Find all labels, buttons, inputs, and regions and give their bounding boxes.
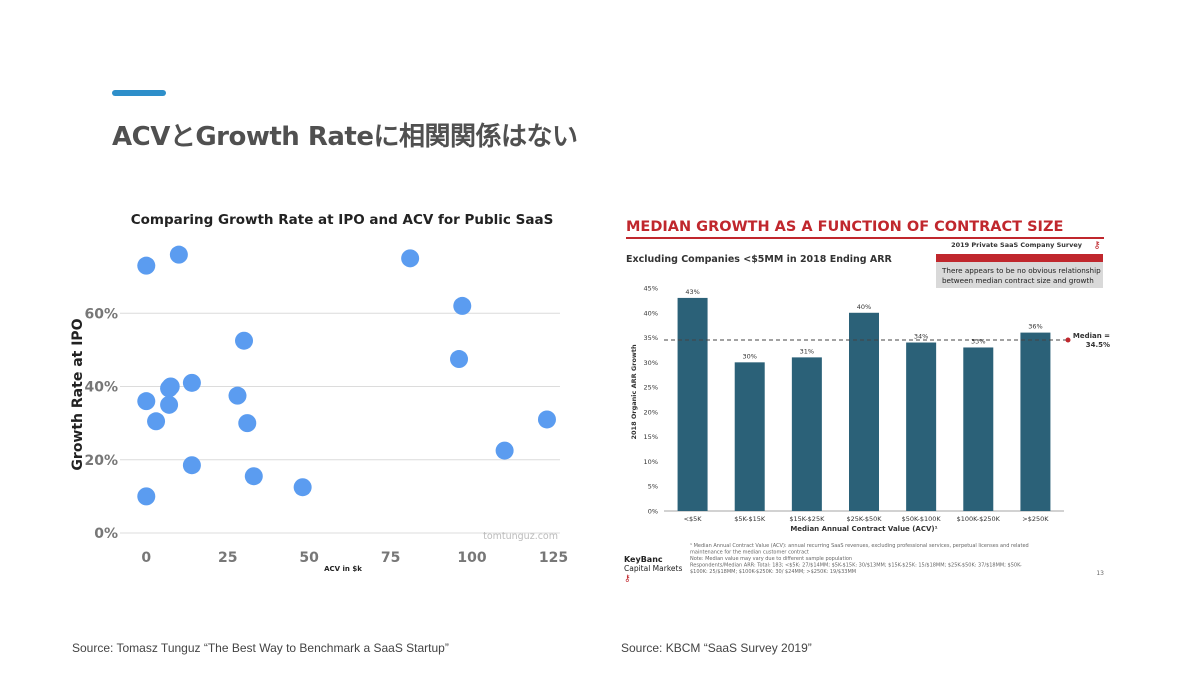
x-axis-title: ACV in $k [324, 565, 362, 573]
scatter-title: Comparing Growth Rate at IPO and ACV for… [131, 212, 554, 228]
scatter-point [453, 296, 472, 315]
scatter-point [137, 487, 156, 506]
y-tick-label: 60% [84, 306, 118, 322]
callout-box [936, 262, 1103, 288]
scatter-point [182, 456, 201, 475]
panel-title-rule [626, 237, 1104, 239]
slide-title: ACVとGrowth Rateに相関関係はない [112, 122, 578, 152]
scatter-point [137, 256, 156, 275]
bar [963, 347, 994, 511]
x-tick-label: 0 [141, 550, 151, 566]
x-tick-label: 100 [457, 550, 486, 566]
keybanc-logo-text: KeyBanc [624, 555, 663, 564]
panel-title: MEDIAN GROWTH AS A FUNCTION OF CONTRACT … [626, 219, 1063, 235]
y-tick-label: 45% [644, 285, 658, 293]
scatter-chart: Comparing Growth Rate at IPO and ACV for… [70, 212, 568, 573]
page-number: 13 [1096, 570, 1104, 577]
x-tick-label: $15K-$25K [789, 515, 825, 523]
bar [791, 357, 822, 511]
scatter-point [160, 379, 179, 398]
bar-data-label: 34% [914, 333, 928, 341]
panel-subtitle: Excluding Companies <$5MM in 2018 Ending… [626, 254, 893, 265]
bar-data-label: 30% [742, 352, 756, 360]
x-tick-label: $50K-$100K [902, 515, 942, 523]
scatter-point [147, 412, 166, 431]
y-tick-label: 40% [84, 380, 118, 396]
footnote-line: ¹ Median Annual Contract Value (ACV): an… [690, 543, 1029, 549]
scatter-point [450, 350, 469, 369]
bar-data-label: 40% [857, 303, 871, 311]
median-label: 34.5% [1086, 341, 1110, 349]
scatter-point [228, 386, 247, 405]
footnote-line: Respondents/Median ARR: Total: 183; <$5K… [690, 563, 1022, 569]
keybanc-logo-text: Capital Markets [624, 564, 682, 573]
watermark: tomtunguz.com [483, 531, 558, 542]
scatter-point [401, 249, 420, 268]
survey-badge: 2019 Private SaaS Company Survey [951, 241, 1083, 249]
y-tick-label: 0% [648, 508, 658, 516]
bar-data-label: 43% [685, 288, 699, 296]
scatter-point [160, 395, 179, 414]
y-tick-label: 20% [84, 453, 118, 469]
bar-data-label: 33% [971, 337, 985, 345]
bar [1020, 332, 1051, 511]
y-tick-label: 40% [644, 309, 658, 317]
keybanc-key-icon: ⚷ [624, 574, 631, 584]
y-tick-label: 25% [644, 384, 658, 392]
callout-header [936, 254, 1103, 262]
y-axis-title: Growth Rate at IPO [70, 318, 86, 470]
y-tick-label: 0% [94, 526, 118, 542]
y-tick-label: 20% [644, 408, 658, 416]
bar [734, 362, 765, 511]
bar-data-label: 36% [1028, 323, 1042, 331]
x-tick-label: 125 [539, 550, 568, 566]
footnote-line: maintenance for the median customer cont… [690, 550, 809, 556]
y-axis-title: 2018 Organic ARR Growth [630, 344, 638, 440]
footnote-line: Note: Median value may vary due to diffe… [690, 556, 852, 562]
scatter-point [495, 441, 514, 460]
scatter-point [169, 245, 188, 264]
bar-data-label: 31% [800, 347, 814, 355]
x-tick-label: $100K-$250K [957, 515, 1001, 523]
scatter-point [235, 331, 254, 350]
bar-chart-panel: MEDIAN GROWTH AS A FUNCTION OF CONTRACT … [624, 219, 1110, 584]
scatter-point [293, 478, 312, 497]
bar [849, 312, 879, 511]
median-marker [1065, 337, 1071, 343]
title-accent-bar [112, 90, 166, 96]
bar [906, 342, 937, 511]
y-tick-label: 15% [644, 433, 658, 441]
x-tick-label: $5K-$15K [734, 515, 766, 523]
bar [677, 297, 708, 511]
x-tick-label: 50 [299, 550, 319, 566]
scatter-point [238, 414, 257, 433]
y-tick-label: 10% [644, 458, 658, 466]
y-tick-label: 30% [644, 359, 658, 367]
source-right: Source: KBCM “SaaS Survey 2019” [621, 641, 812, 655]
y-tick-label: 5% [648, 483, 658, 491]
callout-line: between median contract size and growth [942, 276, 1094, 285]
x-axis-title: Median Annual Contract Value (ACV)¹ [790, 525, 937, 533]
footnote-line: $100K: 25/$18MM; $100K-$250K: 30/ $24MM;… [690, 569, 856, 575]
median-label: Median = [1073, 332, 1110, 340]
y-tick-label: 35% [644, 334, 658, 342]
key-icon: ⚷ [1093, 240, 1100, 251]
callout-line: There appears to be no obvious relations… [941, 266, 1101, 275]
x-tick-label: <$5K [684, 515, 703, 523]
x-tick-label: >$250K [1022, 515, 1049, 523]
source-left: Source: Tomasz Tunguz “The Best Way to B… [72, 641, 449, 655]
scatter-point [537, 410, 556, 429]
x-tick-label: 25 [218, 550, 237, 566]
scatter-point [244, 467, 263, 486]
scatter-point [137, 392, 156, 411]
scatter-point [182, 373, 201, 392]
x-tick-label: $25K-$50K [846, 515, 882, 523]
x-tick-label: 75 [381, 550, 400, 566]
